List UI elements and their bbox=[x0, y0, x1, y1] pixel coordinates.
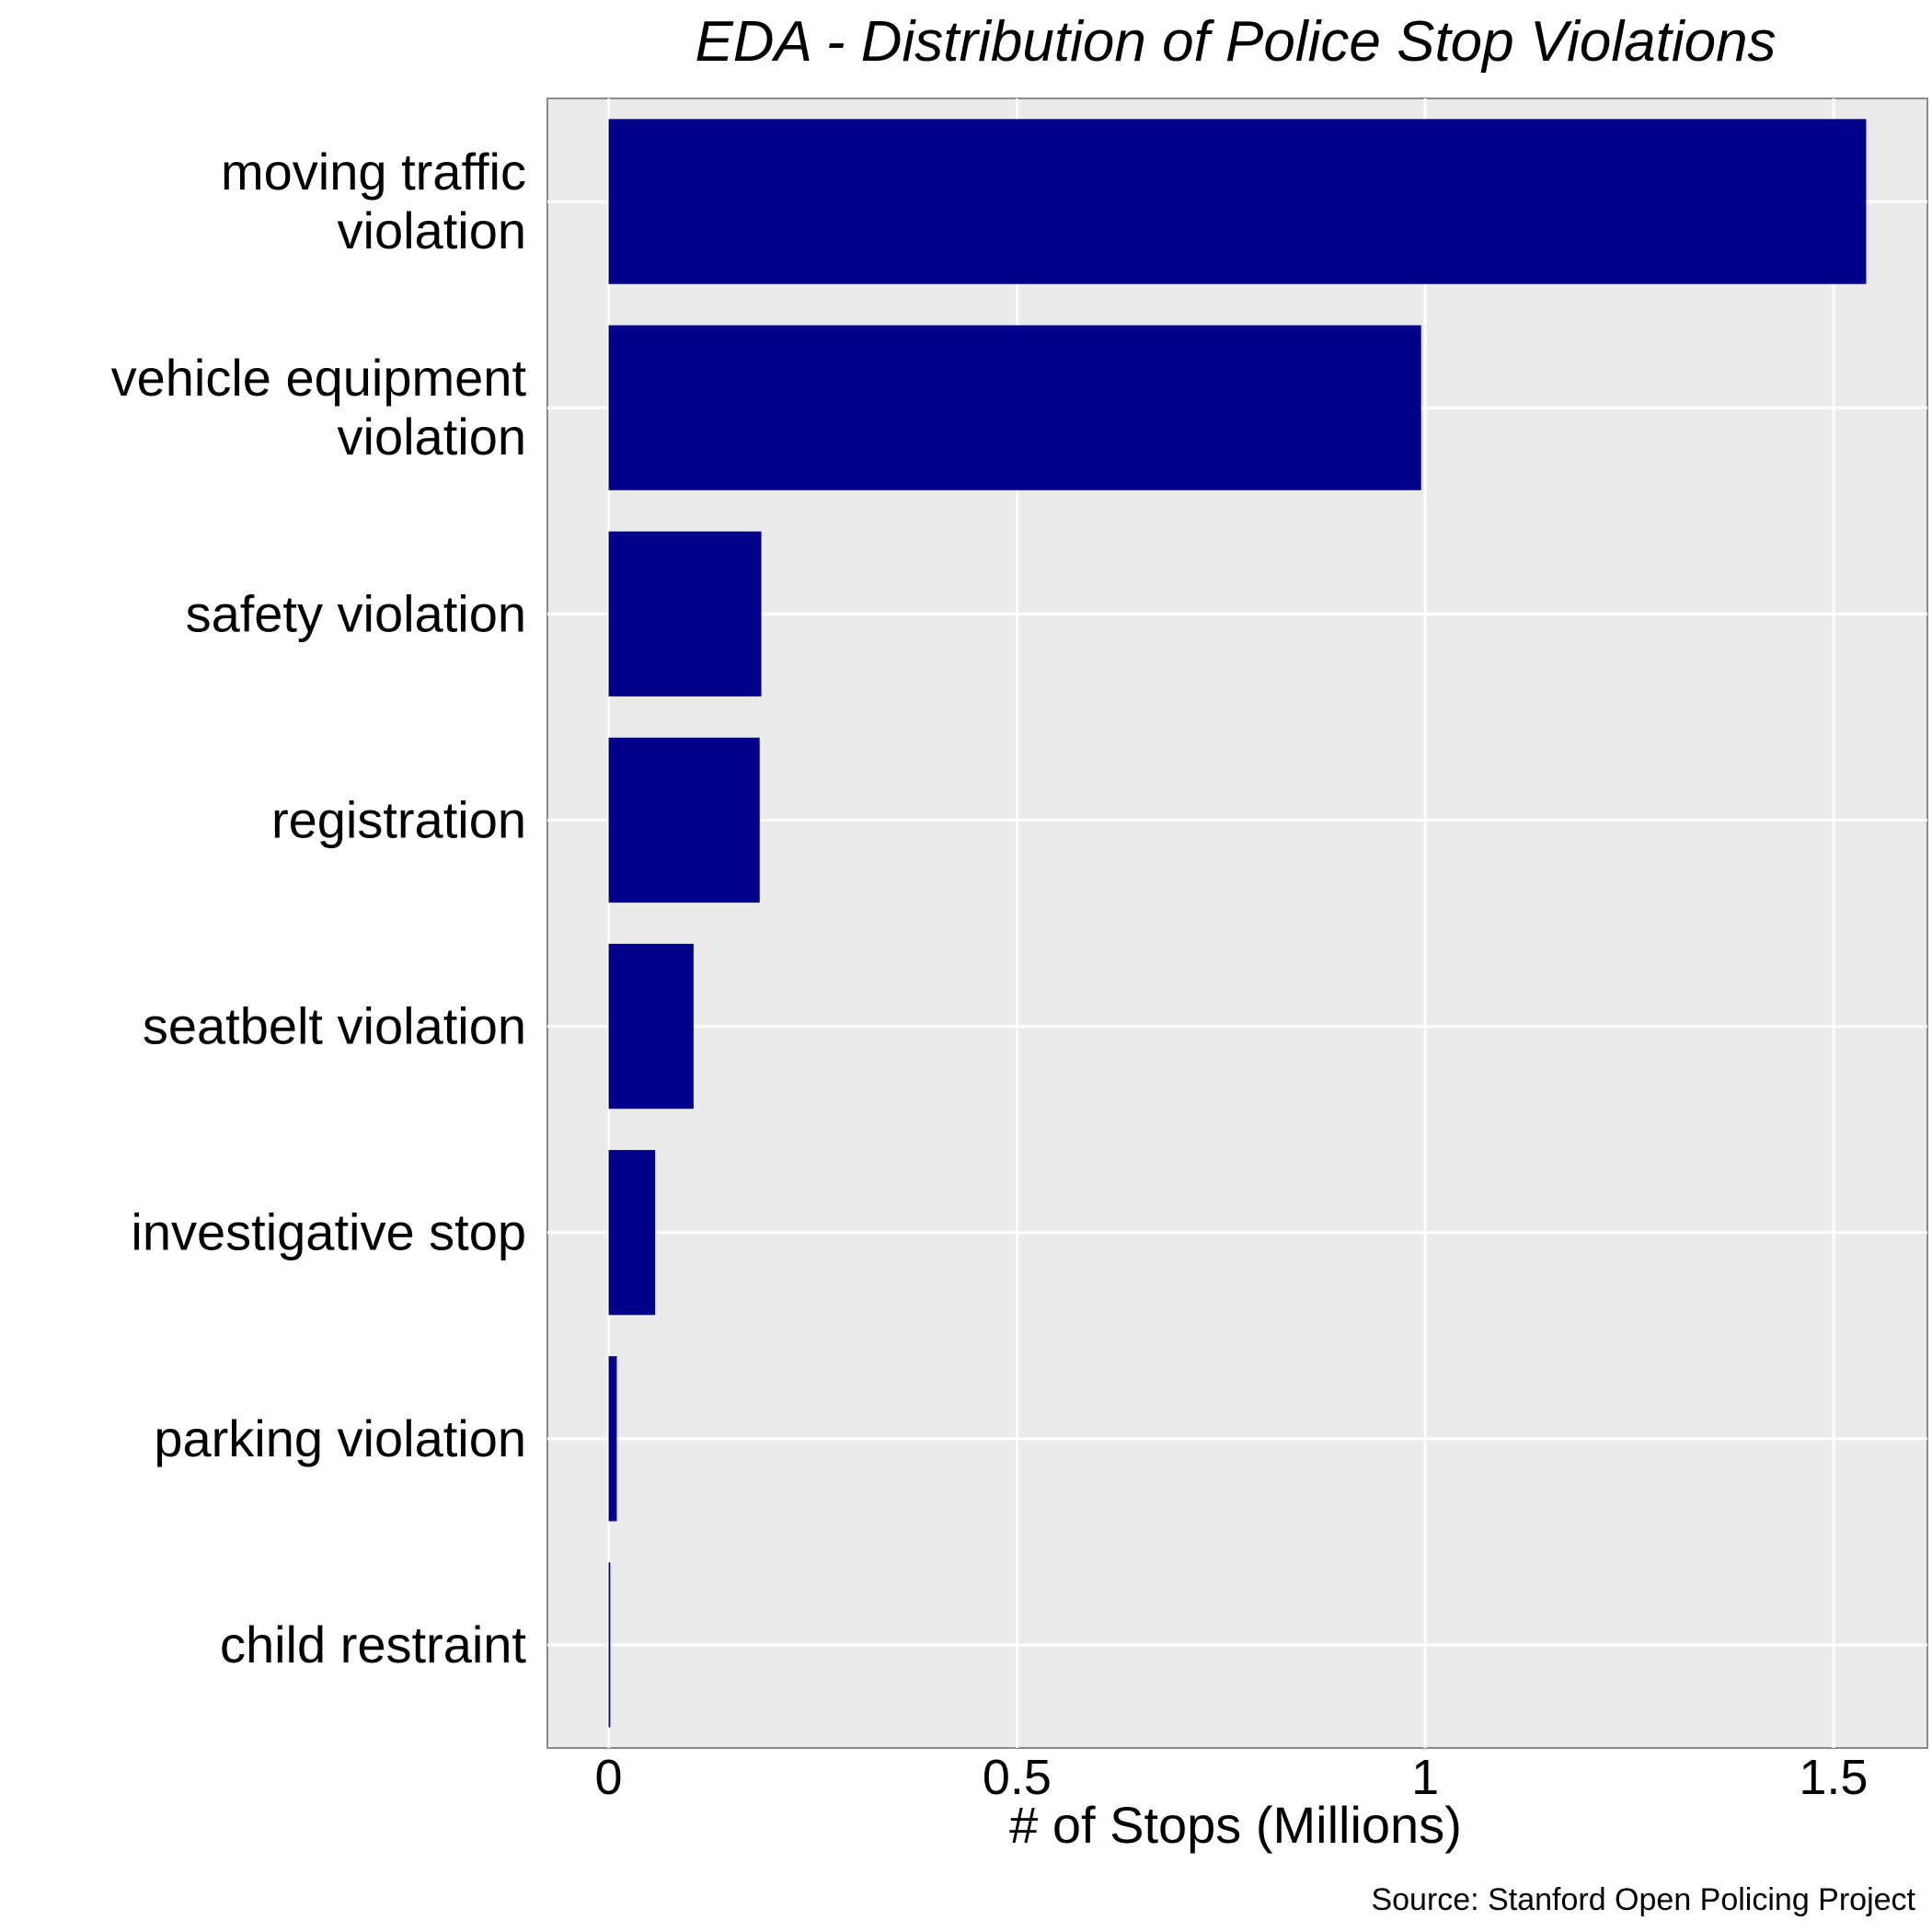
chart-title: EDA - Distribution of Police Stop Violat… bbox=[695, 10, 1776, 74]
category-label: child restraint bbox=[220, 1616, 526, 1673]
bar bbox=[608, 119, 1867, 284]
category-label: parking violation bbox=[154, 1409, 526, 1467]
x-tick-label: 0.5 bbox=[983, 1750, 1052, 1805]
x-axis-ticks: 0 0.5 1 1.5 bbox=[595, 1750, 1869, 1805]
bar bbox=[608, 1562, 611, 1728]
x-tick-label: 1 bbox=[1411, 1750, 1439, 1805]
bar bbox=[608, 1356, 617, 1522]
category-label: registration bbox=[271, 790, 526, 848]
category-label: vehicle equipment violation bbox=[111, 349, 527, 466]
category-label: investigative stop bbox=[131, 1203, 526, 1261]
source-caption: Source: Stanford Open Policing Project bbox=[1371, 1882, 1915, 1917]
bar bbox=[608, 943, 694, 1110]
bar bbox=[608, 1150, 656, 1316]
y-axis-labels: moving traffic violation vehicle equipment… bbox=[111, 143, 527, 1673]
bars bbox=[608, 119, 1867, 1728]
category-label: seatbelt violation bbox=[143, 997, 526, 1055]
x-tick-label: 1.5 bbox=[1799, 1750, 1868, 1805]
x-tick-label: 0 bbox=[595, 1750, 623, 1805]
category-label: safety violation bbox=[186, 584, 526, 642]
bar bbox=[608, 531, 762, 696]
category-label: moving traffic violation bbox=[221, 143, 526, 259]
bar bbox=[608, 325, 1421, 490]
bar bbox=[608, 737, 760, 903]
x-axis-title: # of Stops (Millions) bbox=[1009, 1796, 1462, 1854]
